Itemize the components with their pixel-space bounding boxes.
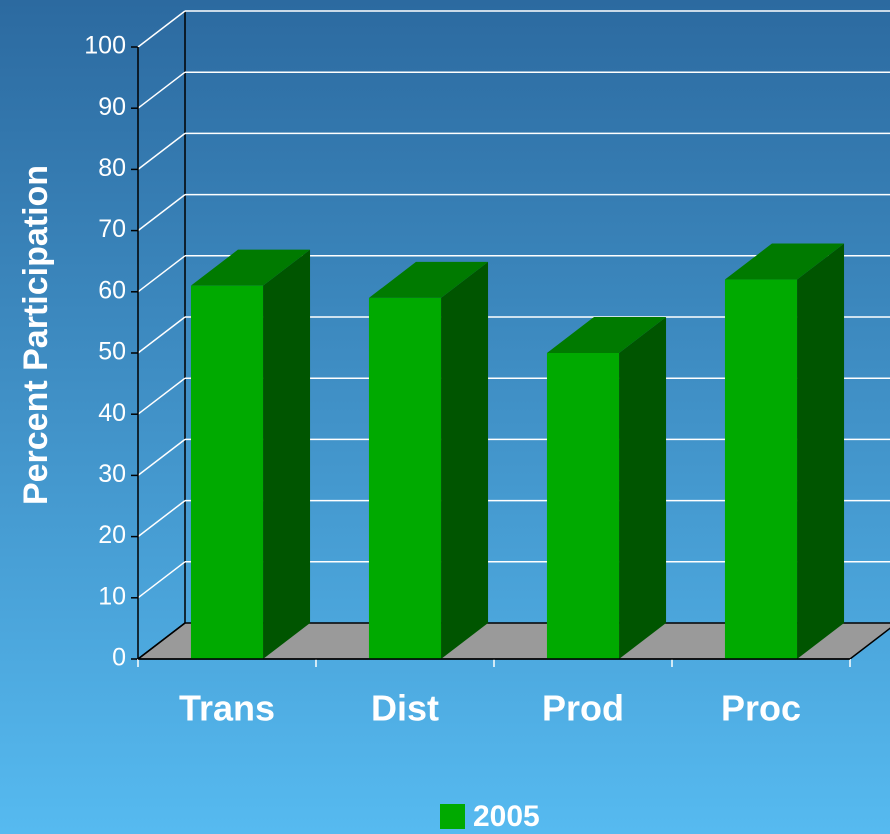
- x-tick-label: Proc: [721, 688, 801, 729]
- y-tick-label: 100: [84, 32, 126, 60]
- x-tick-label: Trans: [179, 688, 275, 729]
- legend-label: 2005: [473, 800, 540, 833]
- bar: [190, 285, 264, 659]
- grid-line: [137, 316, 186, 354]
- y-tick-label: 50: [98, 338, 126, 366]
- bar-side: [797, 243, 845, 659]
- bar: [724, 279, 798, 659]
- legend-swatch: [440, 804, 465, 829]
- bar: [546, 353, 620, 659]
- y-tick-label: 90: [98, 93, 126, 121]
- y-tick-label: 20: [98, 521, 126, 549]
- y-tick-label: 80: [98, 154, 126, 182]
- bar: [368, 297, 442, 659]
- bar-top: [190, 249, 311, 286]
- grid-line: [137, 194, 186, 232]
- y-tick-label: 0: [112, 644, 126, 672]
- grid-line: [137, 500, 186, 538]
- grid-line: [137, 132, 186, 170]
- y-axis-label: Percent Participation: [17, 165, 55, 505]
- grid-line: [137, 377, 186, 415]
- grid-line: [137, 622, 186, 660]
- bar-top: [724, 243, 845, 280]
- bar-top: [546, 317, 667, 353]
- bar-side: [619, 317, 667, 659]
- bar-side: [263, 249, 311, 659]
- grid-line: [137, 438, 186, 476]
- grid-line: [137, 255, 186, 293]
- y-tick-label: 10: [98, 582, 126, 610]
- y-tick-label: 60: [98, 276, 126, 304]
- bar-top: [368, 261, 489, 298]
- x-tick-label: Prod: [542, 688, 624, 729]
- grid-line: [137, 10, 186, 48]
- y-tick-label: 70: [98, 215, 126, 243]
- y-tick-label: 40: [98, 399, 126, 427]
- grid-line: [137, 71, 186, 109]
- y-tick-label: 30: [98, 460, 126, 488]
- bar-side: [441, 261, 489, 659]
- grid-line: [137, 561, 186, 599]
- x-tick-label: Dist: [371, 688, 439, 729]
